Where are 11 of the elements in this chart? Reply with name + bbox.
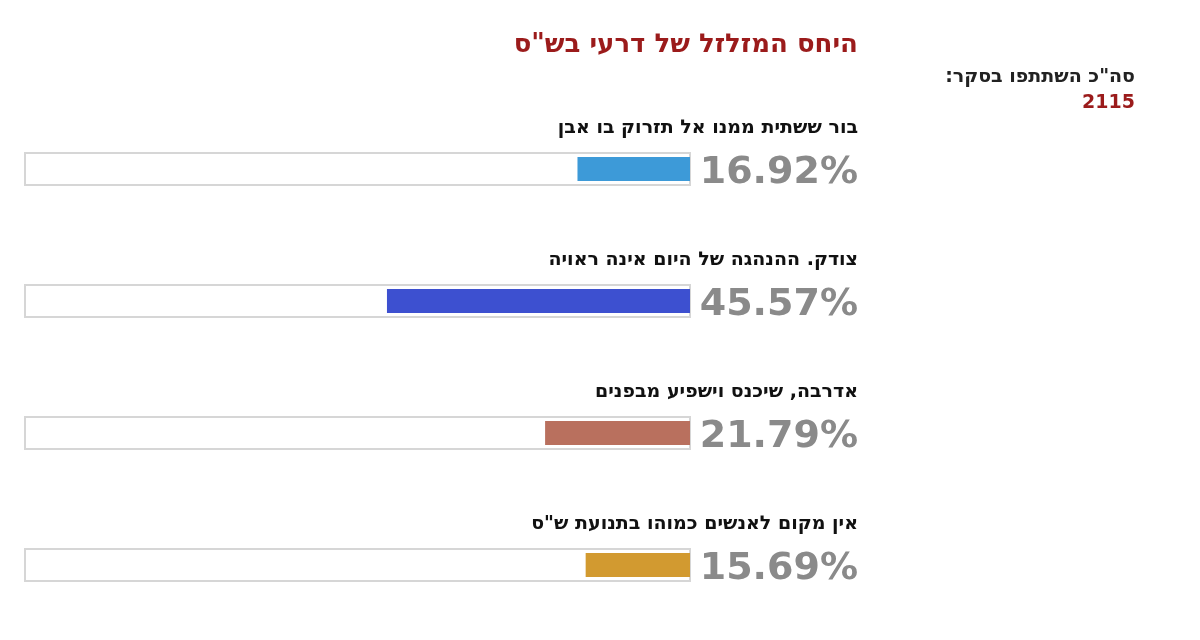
data-label: 15.69% [699,544,858,588]
data-label: 16.92% [699,148,858,192]
y-tick-label: צודק. ההנהגה של היום אינה ראויה [548,247,858,270]
y-tick-label: אין מקום לאנשים כמוהו בתנועת ש"ס [531,511,858,534]
text: 2115 [1082,90,1135,112]
data-label: 21.79% [699,412,858,456]
y-tick-label: אדרבה, שיכנס וישפיע מבפנים [595,379,858,401]
data-label: 45.57% [699,280,858,324]
y-tick-label: בור ששתית ממנו אל תזרוק בו אבן [557,115,858,138]
chart-title: היחס המזלזל של דרעי בש"ס [513,28,858,58]
text: סה"כ השתתפו בסקר: [945,64,1135,87]
